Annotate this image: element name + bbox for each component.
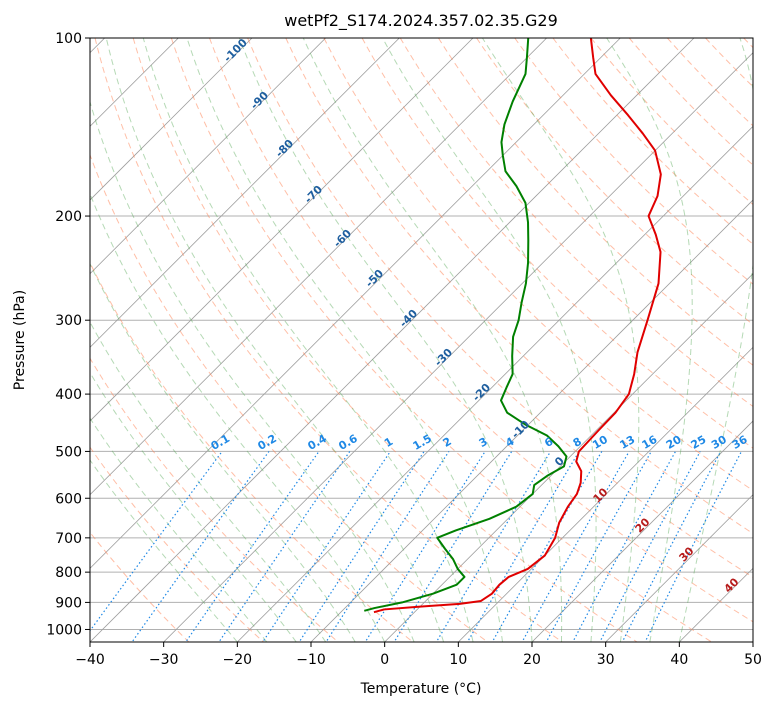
moist-adiabat-line [238,38,533,642]
x-tick-label: −20 [223,652,253,668]
x-tick-label: −40 [75,652,105,668]
x-axis-title: Temperature (°C) [360,681,482,697]
dry-adiabat-line [361,38,753,449]
plot-frame [89,37,754,643]
isotherm-line [90,38,400,348]
chart-title: wetPf2_S174.2024.357.02.35.G29 [284,11,558,31]
isotherm-line [605,494,753,642]
x-tick-label: 40 [670,652,688,668]
moist-adiabat-line [382,38,597,642]
dry-adiabat-line [399,38,753,408]
mixing-ratio-line [325,451,450,642]
y-tick-label: 600 [55,491,82,507]
isotherm-line [90,38,695,642]
dry-adiabat-line [90,357,339,642]
y-axis-title: Pressure (hPa) [12,290,28,390]
dry-adiabat-line [209,38,753,623]
moist-adiabat-line [186,38,504,642]
moist-adiabat-line [678,38,753,642]
moist-adiabat-line [142,38,474,642]
dewpoint-profile-line [364,38,568,612]
isotherm-line [90,38,547,496]
mixing-ratio-line [491,451,603,642]
isotherm-line [237,125,753,642]
dry-adiabat-line [170,38,712,642]
isotherm-line [90,38,253,201]
isotherm-line [384,273,753,642]
mixing-ratio-line [521,451,630,642]
dry-adiabat-line [94,38,563,642]
x-tick-label: −10 [296,652,326,668]
y-tick-label: 300 [55,313,82,329]
moist-adiabat-line [90,321,327,642]
y-tick-label: 400 [55,387,82,403]
isotherm-line [458,346,753,642]
dry-adiabat-line [285,38,753,535]
dry-adiabat-line [590,38,753,206]
mixing-ratio-line [466,451,580,642]
y-tick-label: 900 [55,595,82,611]
isotherm-line [531,420,753,642]
y-tick-label: 200 [55,209,82,225]
mixing-ratio-line [131,451,270,642]
y-tick-label: 800 [55,565,82,581]
dry-adiabat-line [552,38,753,245]
mixing-ratio-line [218,451,351,642]
moist-adiabat-line [606,38,693,642]
y-tick-label: 100 [55,31,82,47]
dry-adiabat-line [90,261,414,642]
y-tick-label: 700 [55,531,82,547]
moist-adiabat-line [90,371,297,642]
dry-adiabat-line [90,446,264,642]
y-tick-label: 500 [55,444,82,460]
moist-adiabat-line [105,38,445,642]
moist-adiabat-line [90,100,415,642]
isotherm-line [90,38,621,569]
isotherm-line [90,38,326,275]
mixing-ratio-line [90,451,223,632]
dry-adiabat-line [247,38,753,578]
x-tick-label: 50 [744,652,762,668]
temperature-profile-line [373,38,662,614]
mixing-ratio-line [393,451,513,642]
moist-adiabat-line [90,262,356,642]
mixing-ratio-line [298,451,425,642]
x-tick-label: 0 [380,652,389,668]
x-tick-label: 10 [449,652,467,668]
dry-adiabat-line [323,38,753,492]
mixing-ratio-line [572,451,677,642]
moist-adiabat-line [481,38,640,642]
mixing-ratio-line [435,451,552,642]
dry-adiabat-line [90,153,488,642]
dry-adiabat-line [132,38,638,642]
moist-adiabat-line [302,38,563,642]
mixing-ratio-line [545,451,652,642]
mixing-ratio-line [364,451,486,642]
x-tick-label: 20 [523,652,541,668]
mixing-ratio-line [262,451,391,642]
moist-adiabat-line [90,459,238,642]
moist-adiabat-line [90,417,268,642]
isotherm-line [163,52,753,642]
x-tick-label: 30 [597,652,615,668]
x-tick-label: −30 [149,652,179,668]
y-tick-label: 1000 [46,622,82,638]
isotherm-line [90,38,474,422]
moist-adiabat-line [90,192,386,642]
dry-adiabat-line [438,38,753,366]
